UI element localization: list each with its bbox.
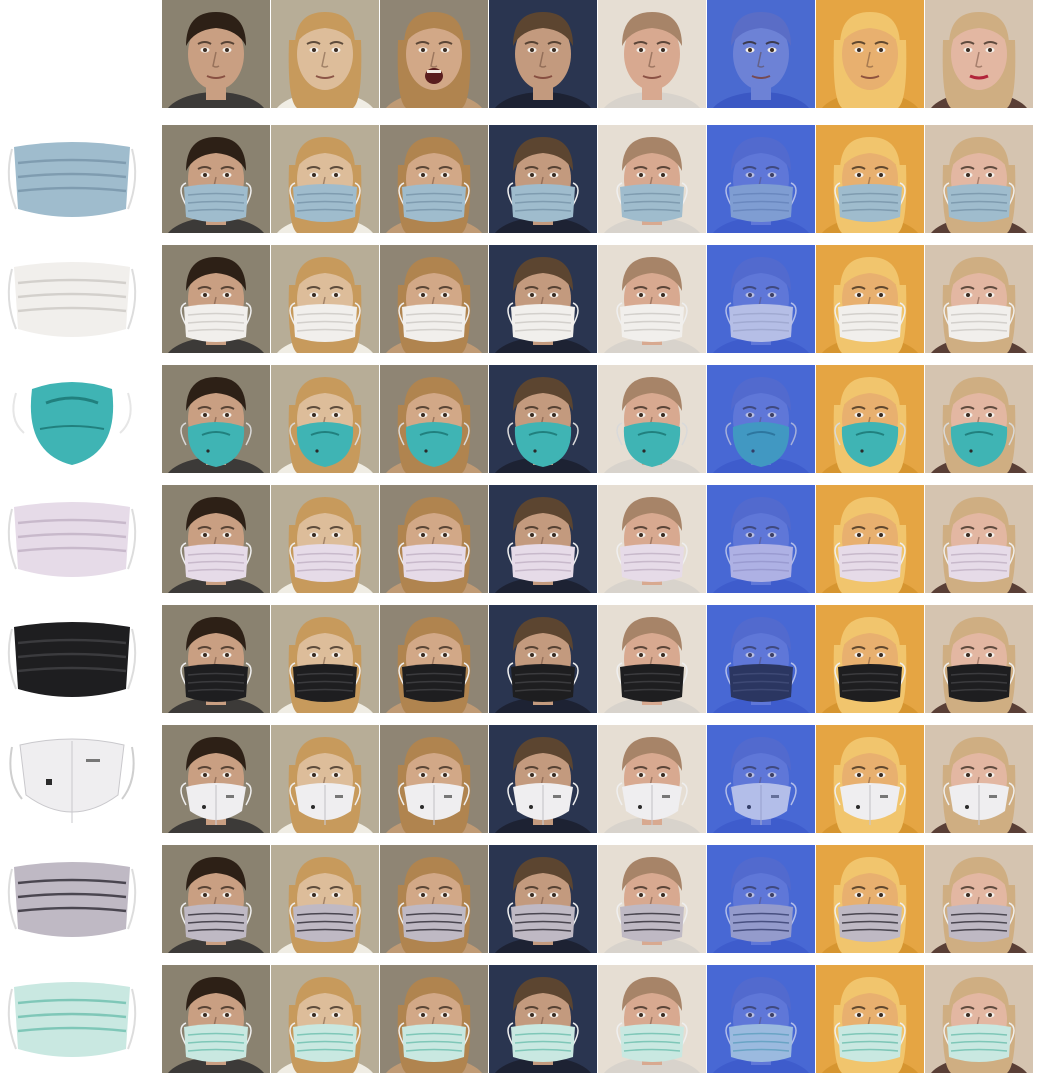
surgical-grey-mask-reference (2, 849, 142, 949)
masked-face-7-portrait (816, 125, 924, 233)
masked-face-8-portrait (925, 485, 1033, 593)
masked-face-2-portrait (271, 725, 379, 833)
masked-face-5-portrait (598, 485, 706, 593)
masked-face-5-portrait (598, 365, 706, 473)
masked-face-5-portrait (598, 725, 706, 833)
masked-face-6-portrait (707, 725, 815, 833)
masked-face-1-portrait (162, 125, 270, 233)
masked-face-6-portrait (707, 605, 815, 713)
masked-face-6-portrait (707, 245, 815, 353)
masked-face-7-portrait (816, 605, 924, 713)
masked-face-6-portrait (707, 965, 815, 1073)
masked-face-4-portrait (489, 965, 597, 1073)
masked-face-4-portrait (489, 725, 597, 833)
masked-face-7-portrait (816, 725, 924, 833)
masked-face-2-portrait (271, 485, 379, 593)
masked-face-8-portrait (925, 245, 1033, 353)
face-2-portrait (271, 0, 379, 108)
kn95-white-respirator-reference (2, 729, 142, 829)
n95-teal-respirator-reference (2, 369, 142, 469)
masked-faces-row (0, 845, 1037, 953)
unmasked-faces-row (0, 0, 1037, 108)
masked-face-3-portrait (380, 245, 488, 353)
masked-face-4-portrait (489, 485, 597, 593)
masked-face-5-portrait (598, 125, 706, 233)
masked-faces-row (0, 485, 1037, 593)
masked-faces-row (0, 125, 1037, 233)
masked-face-3-portrait (380, 725, 488, 833)
masked-face-3-portrait (380, 485, 488, 593)
masked-face-8-portrait (925, 605, 1033, 713)
surgical-mint-mask-reference (2, 969, 142, 1069)
masked-face-3-portrait (380, 125, 488, 233)
masked-face-4-portrait (489, 125, 597, 233)
masked-faces-row (0, 365, 1037, 473)
masked-face-2-portrait (271, 125, 379, 233)
face-7-portrait (816, 0, 924, 108)
masked-faces-row (0, 725, 1037, 833)
masked-face-1-portrait (162, 245, 270, 353)
masked-face-3-portrait (380, 365, 488, 473)
masked-face-2-portrait (271, 845, 379, 953)
masked-face-8-portrait (925, 845, 1033, 953)
masked-faces-row (0, 245, 1037, 353)
face-1-portrait (162, 0, 270, 108)
masked-face-1-portrait (162, 845, 270, 953)
masked-face-1-portrait (162, 965, 270, 1073)
masked-face-3-portrait (380, 845, 488, 953)
masked-face-4-portrait (489, 605, 597, 713)
surgical-blue-mask-reference (2, 129, 142, 229)
masked-face-5-portrait (598, 965, 706, 1073)
masked-face-8-portrait (925, 725, 1033, 833)
masked-face-1-portrait (162, 725, 270, 833)
masked-face-1-portrait (162, 485, 270, 593)
masked-face-3-portrait (380, 605, 488, 713)
masked-face-4-portrait (489, 845, 597, 953)
masked-face-1-portrait (162, 605, 270, 713)
masked-face-1-portrait (162, 365, 270, 473)
masked-face-7-portrait (816, 845, 924, 953)
surgical-lilac-mask-reference (2, 489, 142, 589)
masked-face-2-portrait (271, 245, 379, 353)
masked-face-8-portrait (925, 365, 1033, 473)
masked-face-3-portrait (380, 965, 488, 1073)
masked-face-7-portrait (816, 485, 924, 593)
masked-face-6-portrait (707, 125, 815, 233)
face-5-portrait (598, 0, 706, 108)
face-3-portrait (380, 0, 488, 108)
masked-faces-row (0, 605, 1037, 713)
masked-faces-row (0, 965, 1037, 1073)
masked-face-5-portrait (598, 605, 706, 713)
masked-face-5-portrait (598, 245, 706, 353)
masked-face-2-portrait (271, 605, 379, 713)
masked-face-6-portrait (707, 365, 815, 473)
masked-face-7-portrait (816, 365, 924, 473)
masked-face-2-portrait (271, 965, 379, 1073)
face-8-portrait (925, 0, 1033, 108)
surgical-white-mask-reference (2, 249, 142, 349)
face-4-portrait (489, 0, 597, 108)
masked-face-7-portrait (816, 245, 924, 353)
masked-face-2-portrait (271, 365, 379, 473)
masked-face-7-portrait (816, 965, 924, 1073)
masked-face-4-portrait (489, 365, 597, 473)
masked-face-6-portrait (707, 485, 815, 593)
masked-face-5-portrait (598, 845, 706, 953)
black-cloth-mask-reference (2, 609, 142, 709)
face-6-portrait (707, 0, 815, 108)
masked-face-8-portrait (925, 965, 1033, 1073)
masked-face-6-portrait (707, 845, 815, 953)
masked-face-8-portrait (925, 125, 1033, 233)
masked-face-4-portrait (489, 245, 597, 353)
